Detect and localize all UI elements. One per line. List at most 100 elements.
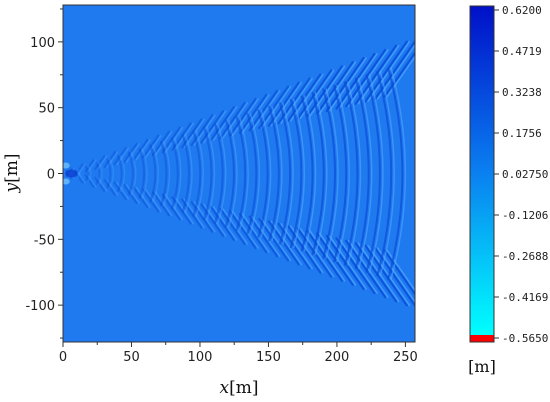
colorbar-tick-label: 0.02750 (502, 168, 548, 181)
transverse-wave-dark (268, 105, 280, 242)
wave-crest-dark (103, 151, 117, 168)
transverse-wave-dark (300, 95, 314, 252)
wave-crest-light (106, 179, 119, 196)
transverse-wave-light (152, 144, 160, 203)
transverse-wave-dark (181, 133, 191, 214)
wave-crest-light (270, 81, 303, 127)
transverse-wave-light (303, 95, 317, 252)
transverse-wave-light (379, 70, 395, 277)
transverse-wave-dark (213, 123, 224, 224)
heatmap-background (63, 5, 415, 342)
x-tick-label: 200 (325, 350, 350, 365)
colorbar-ticks: 0.6200 0.4719 0.3238 0.1756 0.02750 -0.1206 -0… (494, 4, 548, 345)
wave-crest-light (96, 155, 108, 171)
bow-wave-light (63, 178, 70, 185)
transverse-wave-light (282, 102, 294, 245)
wave-crest-light (77, 172, 86, 184)
wave-crest-dark (161, 126, 181, 154)
y-axis-title: y[m] (2, 154, 22, 194)
transverse-wave-dark (127, 151, 134, 196)
wave-crest-dark (113, 146, 127, 166)
wave-crest-light (386, 55, 415, 98)
wave-crest-dark (248, 89, 279, 132)
transverse-wave-dark (84, 165, 89, 182)
transverse-wave-dark (203, 126, 213, 221)
transverse-wave-light (184, 133, 193, 214)
transverse-wave-dark (365, 74, 381, 273)
wave-crest-light (174, 196, 195, 225)
transverse-wave-dark (322, 88, 337, 259)
transverse-wave-dark (159, 140, 168, 207)
transverse-wave-light (357, 77, 373, 270)
transverse-wave-dark (257, 109, 269, 238)
wave-crest-light (338, 237, 378, 294)
wave-crest-dark (190, 114, 214, 147)
wave-crest-dark (142, 134, 160, 159)
wave-crest-light (154, 191, 173, 217)
transverse-wave-light (130, 151, 137, 196)
colorbar-underflow (470, 335, 494, 342)
transverse-wave-dark (343, 81, 359, 266)
colorbar-unit: [m] (468, 357, 496, 376)
bow-wave (65, 169, 78, 178)
wave-crest-dark (151, 191, 171, 217)
transverse-wave-light (195, 130, 204, 217)
transverse-wave-dark (149, 144, 157, 203)
wave-crest-light (183, 198, 205, 229)
wave-crest-dark (258, 85, 290, 130)
wave-crest-dark (238, 213, 268, 254)
transverse-wave-dark (246, 112, 258, 235)
transverse-wave-light (336, 84, 350, 263)
transverse-wave-light (292, 98, 305, 249)
wave-crest-dark (122, 183, 138, 205)
transverse-wave-light (163, 140, 171, 207)
wave-crest-dark (345, 48, 387, 108)
wave-crest-light (241, 94, 270, 134)
wave-crest-light (77, 163, 86, 175)
wave-crest-light (116, 147, 130, 166)
colorbar-tick-label: 0.1756 (502, 127, 542, 140)
transverse-wave-dark (192, 130, 202, 217)
wave-crest-dark (122, 142, 138, 164)
wave-crest-dark (171, 122, 192, 151)
wave-crest-dark (190, 200, 214, 233)
wave-crest-dark (180, 198, 203, 229)
transverse-wave-dark (278, 102, 292, 245)
wave-crest-light (261, 85, 292, 129)
wave-crest-light (145, 189, 162, 213)
transverse-wave-light (87, 165, 92, 182)
transverse-wave-light (109, 158, 115, 189)
transverse-wave-dark (235, 116, 247, 231)
y-tick-label: -100 (25, 299, 55, 314)
wave-crest-light (164, 193, 184, 221)
wave-crest-light (125, 143, 140, 163)
y-tick-label: 0 (47, 168, 55, 183)
wave-crest-dark (248, 215, 279, 258)
wave-crest-light (183, 118, 205, 149)
transverse-wave-light (76, 168, 81, 179)
wave-crest-dark (84, 174, 95, 188)
transverse-wave-light (141, 147, 148, 200)
wave-crest-dark (142, 188, 160, 213)
x-axis: 0 50 100 150 200 250 (59, 342, 418, 365)
wave-crest-dark (171, 196, 192, 225)
wave-crest-light (232, 210, 259, 249)
wave-crest-light (290, 225, 324, 274)
wave-crest-light (154, 130, 173, 156)
wave-crest-dark (229, 210, 257, 250)
x-tick-label: 50 (123, 350, 140, 365)
y-tick-label: 50 (38, 102, 55, 117)
transverse-wave-dark (94, 161, 101, 186)
wave-crest-dark (345, 239, 387, 299)
transverse-wave-dark (332, 84, 348, 263)
wave-crest-dark (200, 203, 225, 237)
transverse-wave-light (249, 112, 261, 235)
wave-crest-dark (258, 217, 290, 262)
transverse-wave-light (314, 91, 328, 256)
transverse-wave-light (119, 154, 126, 193)
transverse-wave-light (271, 105, 283, 242)
transverse-wave-light (238, 116, 249, 231)
transverse-wave-dark (387, 67, 404, 280)
transverse-wave-light (368, 74, 384, 273)
colorbar-tick-label: 0.3238 (502, 86, 542, 99)
